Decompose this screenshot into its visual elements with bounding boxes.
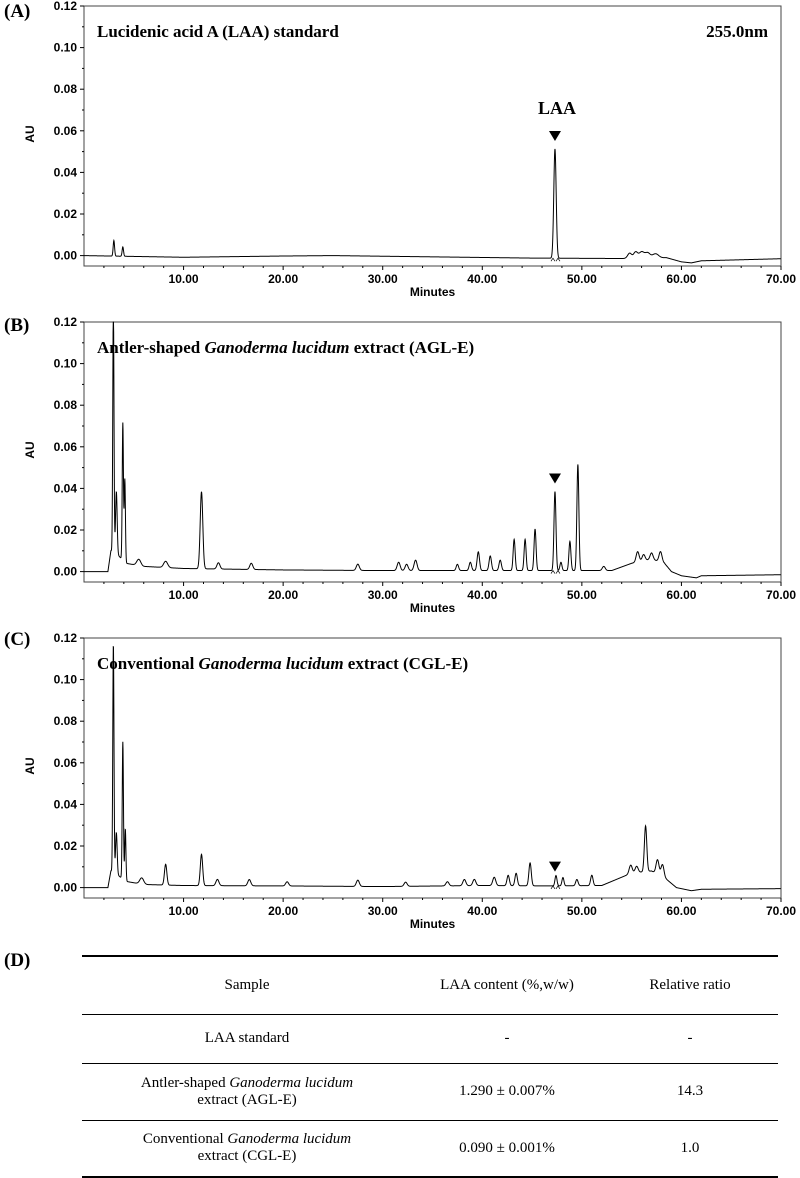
panel-title-a: Lucidenic acid A (LAA) standard [97, 22, 339, 41]
plot-frame [83, 321, 782, 583]
y-axis-title: AU [23, 125, 37, 142]
y-tick-label: 0.08 [54, 398, 78, 412]
x-tick-label: 40.00 [467, 588, 497, 602]
chromatogram-c: Conventional Ganoderma lucidum extract (… [23, 632, 796, 931]
ratio-cell: 1.0 [602, 1120, 778, 1178]
panel-letter-c: (C) [4, 629, 31, 650]
y-tick-label: 0.06 [54, 756, 78, 770]
peak-marker [548, 131, 561, 142]
integration-mark [550, 569, 561, 574]
sample-cell: Antler-shaped Ganoderma lucidum extract (… [82, 1063, 412, 1121]
chromatogram-trace [84, 645, 781, 892]
y-tick-label: 0.04 [54, 797, 78, 811]
y-axis-title: AU [23, 757, 37, 774]
y-tick-label: 0.04 [54, 165, 78, 179]
content-cell: - [412, 1014, 602, 1064]
x-tick-label: 50.00 [567, 272, 597, 286]
y-tick-label: 0.00 [54, 881, 78, 895]
panel-letter-b: (B) [4, 315, 30, 336]
panel-letter-d: (D) [4, 950, 31, 971]
peak-label-laa: LAA [538, 98, 576, 118]
plot-frame [83, 637, 782, 899]
panel-title-c: Conventional Ganoderma lucidum extract (… [97, 654, 468, 673]
y-axis-title: AU [23, 441, 37, 458]
peak-marker [548, 473, 561, 484]
x-tick-label: 40.00 [467, 904, 497, 918]
integration-mark [550, 885, 561, 890]
x-tick-label: 30.00 [368, 904, 398, 918]
x-tick-label: 70.00 [766, 272, 796, 286]
y-tick-label: 0.00 [54, 249, 78, 263]
peak-marker [548, 861, 561, 872]
table-row: Conventional Ganoderma lucidum extract (C… [82, 1120, 778, 1178]
x-tick-label: 30.00 [368, 588, 398, 602]
y-tick-label: 0.02 [54, 207, 78, 221]
x-tick-label: 10.00 [169, 588, 199, 602]
y-tick-label: 0.06 [54, 440, 78, 454]
y-tick-label: 0.12 [54, 0, 78, 13]
content-cell: 0.090 ± 0.001% [412, 1120, 602, 1178]
x-axis-title: Minutes [410, 285, 456, 299]
sample-cell: Conventional Ganoderma lucidum extract (C… [82, 1120, 412, 1178]
y-tick-label: 0.10 [54, 41, 78, 55]
integration-mark [550, 257, 561, 262]
x-tick-label: 10.00 [169, 272, 199, 286]
chromatogram-a: Lucidenic acid A (LAA) standard 255.0nm … [23, 0, 796, 299]
table-header-row: Sample LAA content (%,w/w) Relative rati… [82, 955, 778, 1015]
x-tick-label: 60.00 [666, 588, 696, 602]
y-tick-label: 0.00 [54, 565, 78, 579]
x-tick-label: 70.00 [766, 904, 796, 918]
x-tick-label: 40.00 [467, 272, 497, 286]
x-tick-label: 60.00 [666, 904, 696, 918]
x-axis-title: Minutes [410, 601, 456, 615]
header-relative-ratio: Relative ratio [602, 955, 778, 1015]
laa-content-table: Sample LAA content (%,w/w) Relative rati… [82, 955, 778, 1178]
y-tick-label: 0.10 [54, 673, 78, 687]
y-tick-label: 0.06 [54, 124, 78, 138]
ratio-cell: - [602, 1014, 778, 1064]
y-tick-label: 0.04 [54, 481, 78, 495]
wavelength-label: 255.0nm [706, 22, 768, 41]
content-cell: 1.290 ± 0.007% [412, 1063, 602, 1121]
y-tick-label: 0.10 [54, 357, 78, 371]
plot-frame [83, 5, 782, 267]
x-tick-label: 60.00 [666, 272, 696, 286]
header-laa-content: LAA content (%,w/w) [412, 955, 602, 1015]
x-tick-label: 30.00 [368, 272, 398, 286]
x-tick-label: 20.00 [268, 272, 298, 286]
x-tick-label: 50.00 [567, 588, 597, 602]
x-tick-label: 20.00 [268, 904, 298, 918]
y-tick-label: 0.08 [54, 82, 78, 96]
x-axis-title: Minutes [410, 917, 456, 931]
table-row: LAA standard - - [82, 1014, 778, 1064]
chromatogram-b: Antler-shaped Ganoderma lucidum extract … [23, 316, 796, 615]
ratio-cell: 14.3 [602, 1063, 778, 1121]
chromatogram-trace [84, 148, 781, 264]
chromatogram-trace [84, 321, 781, 579]
y-tick-label: 0.02 [54, 839, 78, 853]
x-tick-label: 50.00 [567, 904, 597, 918]
x-tick-label: 70.00 [766, 588, 796, 602]
panel-letter-a: (A) [4, 1, 31, 22]
y-tick-label: 0.12 [54, 316, 78, 329]
x-tick-label: 10.00 [169, 904, 199, 918]
panel-title-b: Antler-shaped Ganoderma lucidum extract … [97, 338, 474, 357]
table-row: Antler-shaped Ganoderma lucidum extract (… [82, 1063, 778, 1121]
sample-cell: LAA standard [82, 1014, 412, 1064]
y-tick-label: 0.02 [54, 523, 78, 537]
x-tick-label: 20.00 [268, 588, 298, 602]
y-tick-label: 0.12 [54, 632, 78, 645]
header-sample: Sample [82, 955, 412, 1015]
y-tick-label: 0.08 [54, 714, 78, 728]
